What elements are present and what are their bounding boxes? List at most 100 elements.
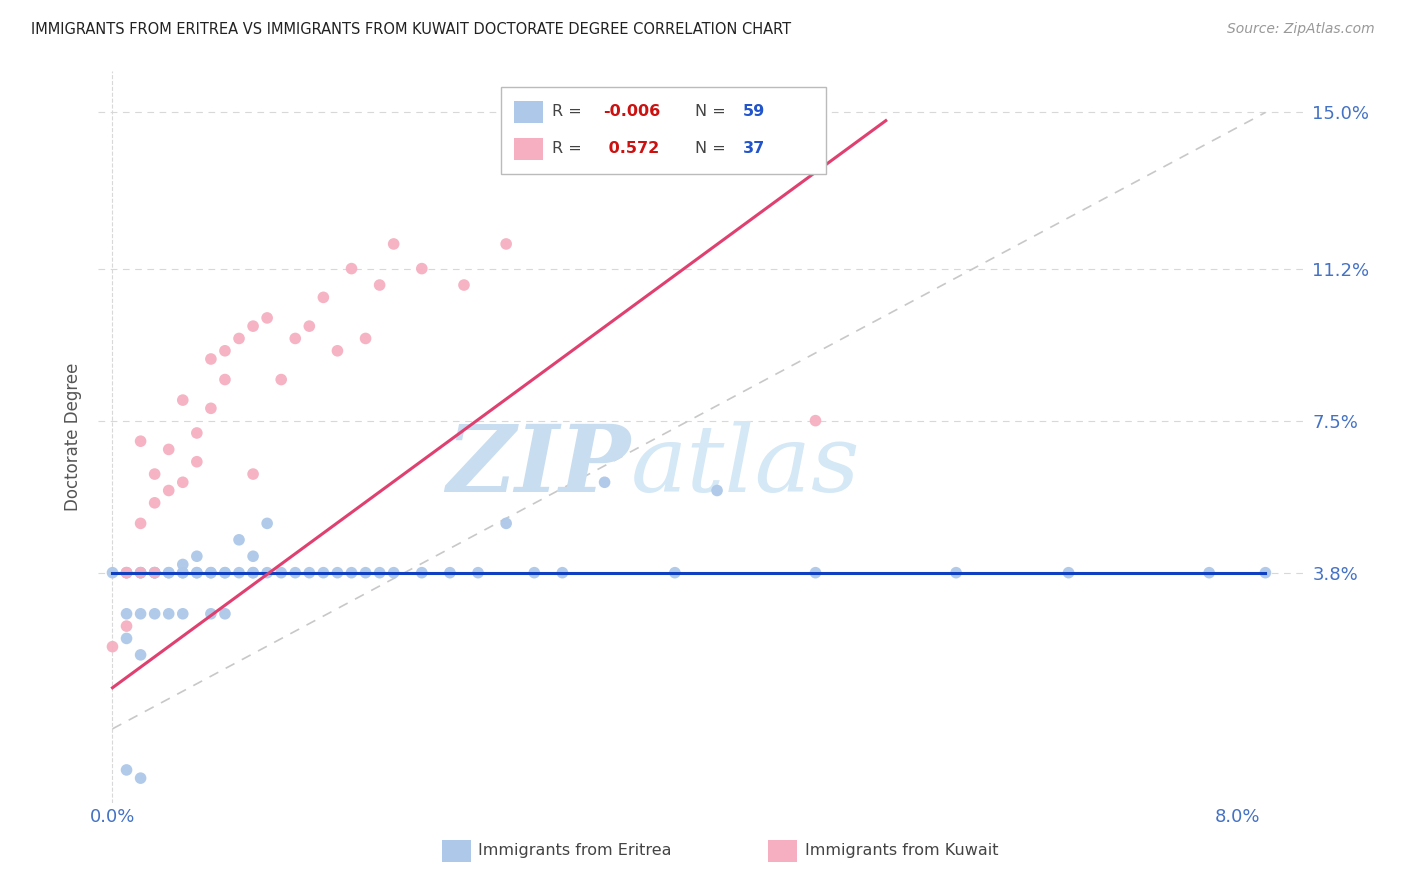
Text: 0.572: 0.572 — [603, 141, 659, 156]
FancyBboxPatch shape — [501, 87, 827, 174]
Point — [115, 607, 138, 621]
Point — [200, 607, 222, 621]
Point — [270, 373, 292, 387]
Point — [242, 467, 264, 481]
Point — [129, 607, 152, 621]
Text: 37: 37 — [742, 141, 765, 156]
Point — [228, 566, 250, 580]
Point — [593, 475, 616, 490]
Point — [186, 455, 208, 469]
Point — [200, 566, 222, 580]
Point — [214, 607, 236, 621]
Point — [411, 566, 433, 580]
Point — [143, 566, 166, 580]
Point — [143, 566, 166, 580]
Point — [523, 566, 546, 580]
Point — [298, 566, 321, 580]
Point — [467, 566, 489, 580]
Text: IMMIGRANTS FROM ERITREA VS IMMIGRANTS FROM KUWAIT DOCTORATE DEGREE CORRELATION C: IMMIGRANTS FROM ERITREA VS IMMIGRANTS FR… — [31, 22, 792, 37]
Point — [172, 566, 194, 580]
Point — [101, 640, 124, 654]
Point — [143, 566, 166, 580]
Point — [129, 771, 152, 785]
Point — [172, 566, 194, 580]
Point — [129, 566, 152, 580]
FancyBboxPatch shape — [515, 137, 543, 160]
Point — [439, 566, 461, 580]
Point — [172, 393, 194, 408]
Point — [1198, 566, 1220, 580]
Point — [200, 351, 222, 366]
Point — [354, 331, 377, 345]
Point — [411, 261, 433, 276]
Point — [312, 290, 335, 304]
Point — [186, 425, 208, 440]
Text: Immigrants from Eritrea: Immigrants from Eritrea — [478, 843, 672, 858]
Point — [256, 566, 278, 580]
Point — [157, 566, 180, 580]
Point — [242, 549, 264, 564]
Point — [101, 566, 124, 580]
Point — [115, 619, 138, 633]
Point — [214, 566, 236, 580]
Point — [214, 373, 236, 387]
Point — [256, 310, 278, 325]
Point — [186, 566, 208, 580]
Point — [115, 566, 138, 580]
Text: Immigrants from Kuwait: Immigrants from Kuwait — [804, 843, 998, 858]
FancyBboxPatch shape — [768, 840, 797, 862]
Point — [157, 607, 180, 621]
Point — [115, 566, 138, 580]
Point — [129, 648, 152, 662]
Point — [495, 516, 517, 531]
Point — [129, 434, 152, 449]
Point — [115, 566, 138, 580]
Text: R =: R = — [551, 104, 586, 120]
Point — [186, 566, 208, 580]
Text: Source: ZipAtlas.com: Source: ZipAtlas.com — [1227, 22, 1375, 37]
Text: R =: R = — [551, 141, 586, 156]
Point — [368, 566, 391, 580]
Point — [129, 566, 152, 580]
Point — [354, 566, 377, 580]
Point — [270, 566, 292, 580]
Point — [186, 549, 208, 564]
Text: 59: 59 — [742, 104, 765, 120]
Point — [368, 278, 391, 293]
Point — [495, 236, 517, 251]
Text: atlas: atlas — [630, 421, 860, 511]
Point — [200, 566, 222, 580]
Point — [382, 566, 405, 580]
Text: N =: N = — [695, 104, 730, 120]
Point — [382, 236, 405, 251]
Point — [157, 483, 180, 498]
Point — [284, 331, 307, 345]
Point — [804, 566, 827, 580]
Point — [214, 566, 236, 580]
Point — [340, 566, 363, 580]
Point — [326, 566, 349, 580]
Point — [804, 414, 827, 428]
Point — [284, 566, 307, 580]
Point — [129, 566, 152, 580]
Point — [172, 607, 194, 621]
Point — [706, 483, 728, 498]
Point — [945, 566, 967, 580]
Point — [200, 401, 222, 416]
Point — [312, 566, 335, 580]
Point — [143, 467, 166, 481]
Point — [1254, 566, 1277, 580]
Point — [298, 319, 321, 334]
Text: ZIP: ZIP — [446, 421, 630, 511]
Point — [453, 278, 475, 293]
Point — [326, 343, 349, 358]
Point — [157, 442, 180, 457]
Point — [242, 566, 264, 580]
Text: N =: N = — [695, 141, 730, 156]
Point — [340, 261, 363, 276]
Point — [157, 566, 180, 580]
Point — [242, 319, 264, 334]
Y-axis label: Doctorate Degree: Doctorate Degree — [65, 363, 83, 511]
Point — [228, 533, 250, 547]
Point — [664, 566, 686, 580]
